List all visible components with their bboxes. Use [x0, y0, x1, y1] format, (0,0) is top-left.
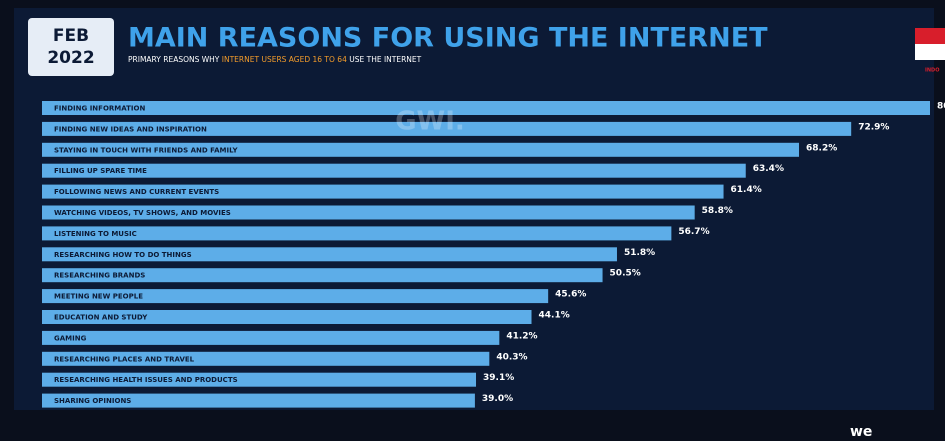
bar — [42, 268, 603, 283]
bar — [42, 142, 800, 157]
bar — [42, 101, 930, 115]
category-label: RESEARCHING BRANDS — [54, 272, 145, 280]
bar — [42, 205, 695, 220]
chart-subtitle: PRIMARY REASONS WHY INTERNET USERS AGED … — [128, 55, 422, 64]
value-label: 63.4% — [753, 164, 784, 174]
bar — [42, 310, 532, 324]
category-label: RESEARCHING HOW TO DO THINGS — [54, 251, 192, 259]
value-label: 61.4% — [731, 185, 762, 195]
chart-title: MAIN REASONS FOR USING THE INTERNET — [128, 23, 768, 54]
bar — [42, 247, 617, 262]
bar — [42, 330, 500, 345]
subtitle-part: USE THE INTERNET — [349, 55, 421, 64]
category-label: LISTENING TO MUSIC — [54, 230, 137, 238]
value-label: 68.2% — [806, 143, 837, 153]
category-label: GAMING — [54, 334, 87, 342]
value-label: 51.8% — [624, 248, 655, 258]
bar — [42, 289, 549, 304]
category-label: FOLLOWING NEWS AND CURRENT EVENTS — [54, 188, 219, 196]
subtitle-part: PRIMARY REASONS WHY — [128, 55, 220, 64]
badge — [28, 18, 114, 76]
badge-year: 2022 — [47, 48, 94, 68]
bar — [42, 351, 490, 366]
category-label: FINDING NEW IDEAS AND INSPIRATION — [54, 125, 207, 133]
bar — [42, 121, 852, 136]
country-label: INDO — [925, 68, 939, 74]
value-label: 44.1% — [539, 311, 570, 321]
value-label: 58.8% — [702, 206, 733, 216]
bar — [42, 163, 746, 178]
badge-month: FEB — [53, 26, 89, 46]
value-label: 45.6% — [555, 290, 586, 300]
flag-top — [915, 28, 945, 44]
footer-mark: we — [850, 424, 872, 437]
value-label: 41.2% — [506, 331, 537, 341]
category-label: WATCHING VIDEOS, TV SHOWS, AND MOVIES — [54, 209, 231, 217]
value-label: 39.0% — [482, 394, 513, 404]
value-label: 50.5% — [610, 269, 641, 279]
bar — [42, 226, 672, 241]
category-label: MEETING NEW PEOPLE — [54, 293, 143, 301]
value-label: 80.0% — [937, 102, 945, 112]
value-label: 40.3% — [496, 352, 527, 362]
value-label: 72.9% — [858, 122, 889, 132]
category-label: EDUCATION AND STUDY — [54, 314, 148, 322]
category-label: FINDING INFORMATION — [54, 105, 145, 113]
category-label: FILLING UP SPARE TIME — [54, 167, 147, 175]
bar — [42, 372, 477, 387]
category-label: SHARING OPINIONS — [54, 397, 131, 405]
category-label: RESEARCHING PLACES AND TRAVEL — [54, 355, 195, 363]
subtitle-highlight: INTERNET USERS AGED 16 TO 64 — [222, 55, 347, 64]
value-label: 56.7% — [678, 227, 709, 237]
bar — [42, 184, 724, 199]
watermark: GWI. — [395, 107, 465, 137]
bar — [42, 393, 475, 408]
flag-bottom — [915, 44, 945, 60]
value-label: 39.1% — [483, 373, 514, 383]
category-label: RESEARCHING HEALTH ISSUES AND PRODUCTS — [54, 376, 238, 384]
category-label: STAYING IN TOUCH WITH FRIENDS AND FAMILY — [54, 146, 238, 154]
